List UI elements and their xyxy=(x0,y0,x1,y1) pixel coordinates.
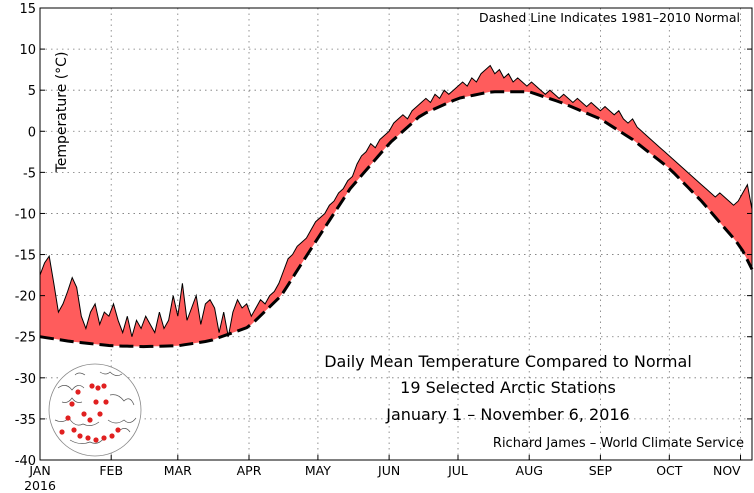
y-tick-label: -25 xyxy=(15,331,36,346)
x-year-label: 2016 xyxy=(24,478,56,493)
plot-frame xyxy=(39,7,753,461)
chart-title-line-1: Daily Mean Temperature Compared to Norma… xyxy=(324,352,692,371)
normal-line xyxy=(39,90,754,349)
x-tick-label: MAR xyxy=(164,463,192,478)
station-marker xyxy=(89,383,95,389)
x-tick-label: SEP xyxy=(589,463,613,478)
station-marker xyxy=(71,427,77,433)
anomaly-area xyxy=(40,65,752,347)
x-tick-label: JUN xyxy=(377,463,400,478)
x-tick-label: NOV xyxy=(713,463,741,478)
y-tick-label: -30 xyxy=(15,372,36,387)
station-marker xyxy=(95,385,101,391)
x-tick-label: JAN xyxy=(28,463,50,478)
chart-title-line-2: 19 Selected Arctic Stations xyxy=(400,378,616,397)
series-lines xyxy=(39,64,754,349)
x-tick-label: APR xyxy=(237,463,262,478)
y-tick-label: -35 xyxy=(15,413,36,428)
y-axis-label: Temperature (°C) xyxy=(54,52,70,174)
station-marker xyxy=(65,415,71,421)
x-tick-label: OCT xyxy=(656,463,683,478)
map-globe xyxy=(48,363,142,457)
station-marker xyxy=(87,417,93,423)
station-marker xyxy=(69,401,75,407)
x-tick-label: FEB xyxy=(99,463,123,478)
station-marker xyxy=(93,437,99,443)
x-tick-label: MAY xyxy=(305,463,331,478)
y-tick-label: 15 xyxy=(19,2,36,17)
y-tick-label: 0 xyxy=(28,125,36,140)
station-marker xyxy=(101,383,107,389)
credit-line: Richard James – World Climate Service xyxy=(493,436,744,451)
station-markers xyxy=(59,383,121,443)
y-tick-label: 10 xyxy=(19,43,36,58)
y-tick-label: -5 xyxy=(23,166,36,181)
y-tick-label: -20 xyxy=(15,290,36,305)
station-marker xyxy=(93,399,99,405)
station-marker xyxy=(115,427,121,433)
y-tick-label: -40 xyxy=(15,454,36,469)
station-marker xyxy=(81,411,87,417)
anomaly-fill xyxy=(40,65,752,347)
station-marker xyxy=(101,435,107,441)
station-marker xyxy=(109,433,115,439)
x-tick-label: AUG xyxy=(516,463,543,478)
station-marker xyxy=(77,433,83,439)
y-tick-label: -10 xyxy=(15,207,36,222)
station-marker xyxy=(59,429,65,435)
chart-title-line-3: January 1 – November 6, 2016 xyxy=(385,405,629,424)
station-marker xyxy=(97,411,103,417)
station-marker xyxy=(103,399,109,405)
normal-note: Dashed Line Indicates 1981–2010 Normal xyxy=(479,10,740,25)
station-marker xyxy=(75,389,81,395)
arctic-stations-map xyxy=(48,363,142,457)
y-tick-label: 5 xyxy=(28,84,36,99)
station-marker xyxy=(85,435,91,441)
y-tick-label: -15 xyxy=(15,249,36,264)
observed-line xyxy=(39,64,753,337)
x-tick-label: JUL xyxy=(447,463,468,478)
map-coastlines xyxy=(54,371,137,444)
